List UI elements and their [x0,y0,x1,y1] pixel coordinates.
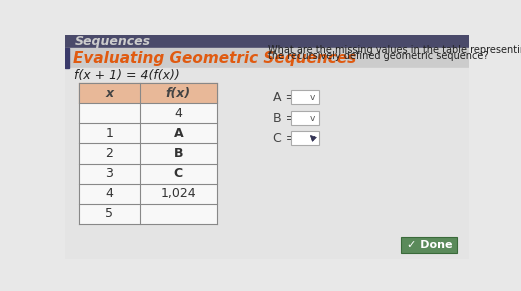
Text: v: v [309,93,315,102]
Text: C: C [173,167,183,180]
Bar [79,143,140,164]
Text: 4: 4 [175,107,182,120]
Bar [79,203,140,223]
Text: f(x + 1) = 4(f(x)): f(x + 1) = 4(f(x)) [75,69,180,82]
Bar [65,35,469,48]
Text: v: v [309,134,315,143]
Text: C =: C = [273,132,296,145]
Text: x: x [105,87,114,100]
Bar [140,184,217,203]
Text: ✓ Done: ✓ Done [406,240,452,250]
Bar [291,131,319,145]
Text: 1,024: 1,024 [160,187,196,200]
Text: 5: 5 [105,207,113,220]
Bar [79,103,140,123]
Text: A =: A = [273,91,296,104]
Text: v: v [309,113,315,123]
Text: f(x): f(x) [166,87,191,100]
Text: What are the missing values in the table representing: What are the missing values in the table… [268,45,521,54]
Text: the recursively defined geometric sequence?: the recursively defined geometric sequen… [268,52,489,61]
Bar [140,164,217,184]
Text: B =: B = [273,111,296,125]
Bar [65,68,469,259]
Text: Sequences: Sequences [75,35,151,48]
Text: 3: 3 [105,167,113,180]
Bar [79,123,140,143]
Bar [65,48,69,68]
Bar [79,184,140,203]
Bar [79,84,217,103]
Text: 1: 1 [105,127,113,140]
Text: A: A [173,127,183,140]
Bar [65,48,469,68]
Bar [140,123,217,143]
Bar [140,143,217,164]
Text: B: B [173,147,183,160]
Bar [140,103,217,123]
Bar [402,237,457,253]
Bar [291,91,319,104]
Bar [79,164,140,184]
Text: Evaluating Geometric Sequences: Evaluating Geometric Sequences [73,51,356,65]
Bar [291,111,319,125]
Text: 4: 4 [105,187,113,200]
Bar [140,203,217,223]
Text: 2: 2 [105,147,113,160]
